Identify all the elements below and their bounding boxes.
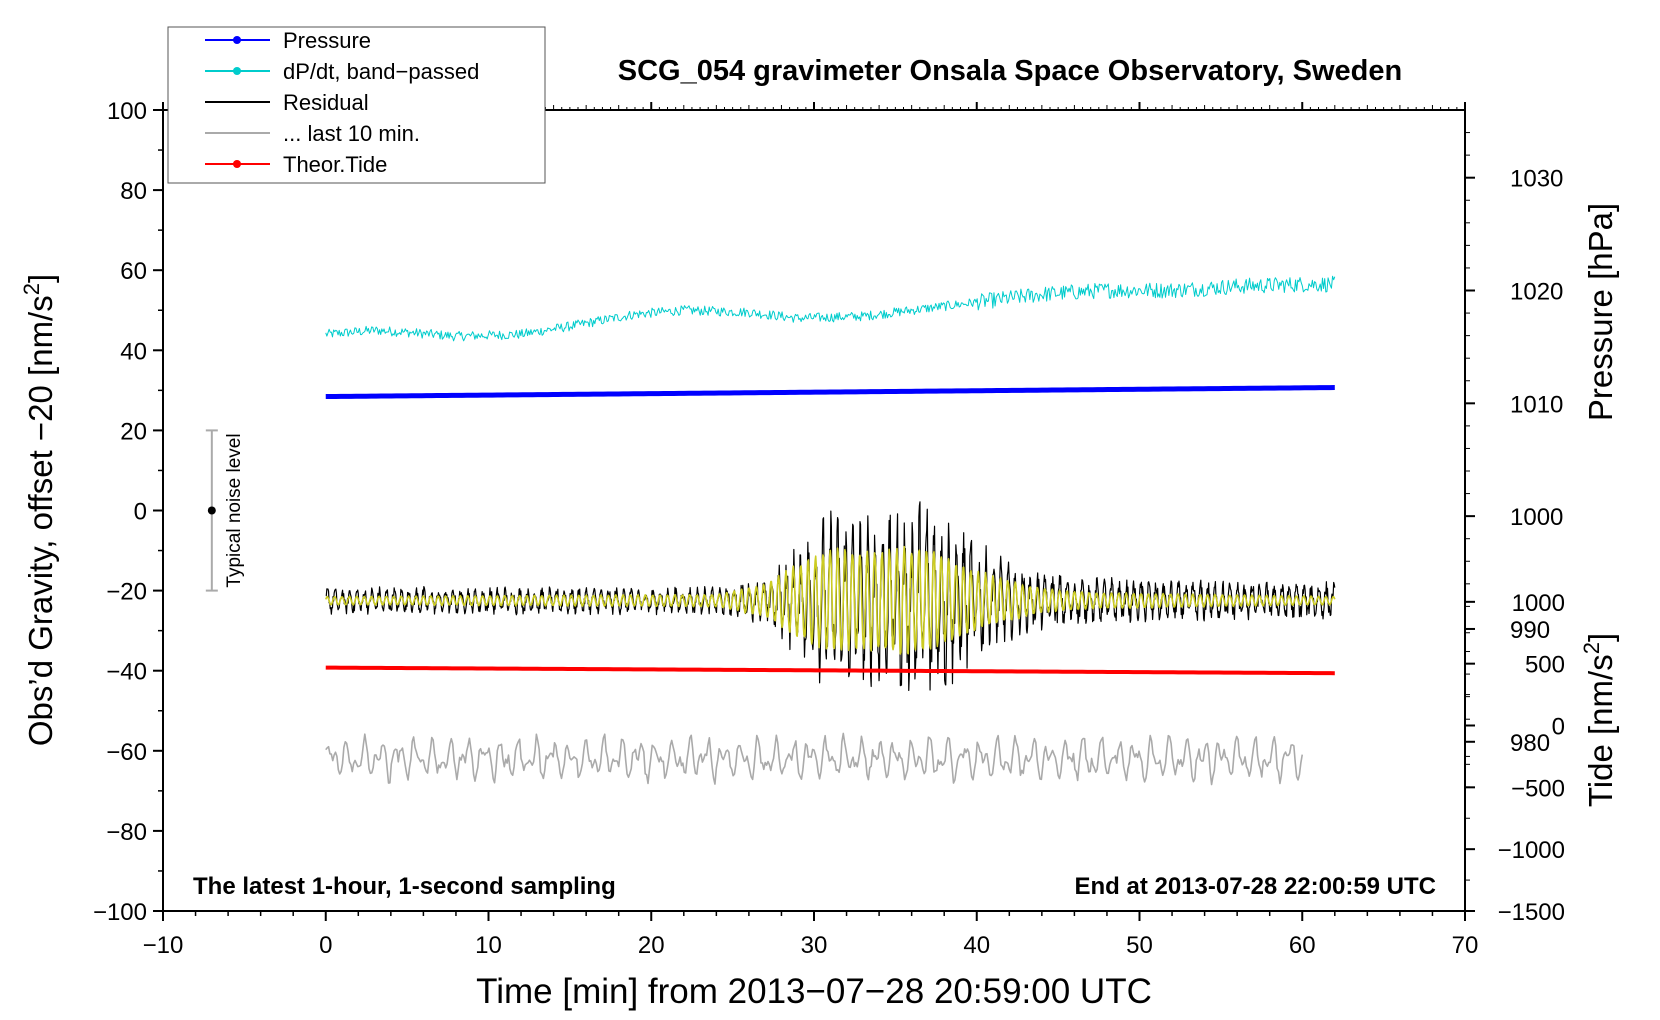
- y-tick-label-left: −60: [106, 739, 147, 766]
- x-tick-label: 0: [319, 932, 332, 959]
- series-dpdt-line: [325, 275, 1336, 342]
- legend-label: Residual: [283, 90, 369, 115]
- noise-level-label: Typical noise level: [224, 433, 245, 587]
- y-axis-label-tide: Tide [nm/s2]: [1579, 633, 1619, 807]
- y-tick-label-tide: 500: [1525, 652, 1565, 679]
- y-tick-label-left: −20: [106, 579, 147, 606]
- y-tick-label-pressure: 990: [1510, 617, 1550, 644]
- y-tick-label-pressure: 1030: [1510, 166, 1563, 193]
- chart-title: SCG_054 gravimeter Onsala Space Observat…: [618, 55, 1402, 87]
- legend-marker: [233, 160, 241, 168]
- y-tick-label-left: 0: [134, 499, 147, 526]
- x-tick-label: 20: [638, 932, 665, 959]
- legend-label: Theor.Tide: [283, 152, 387, 177]
- y-tick-label-tide: 0: [1552, 714, 1565, 741]
- y-tick-label-tide: 1000: [1512, 590, 1565, 617]
- y-tick-label-tide: −1000: [1498, 837, 1565, 864]
- y-tick-label-pressure: 1020: [1510, 279, 1563, 306]
- plot-frame: [162, 109, 1466, 912]
- y-tick-label-pressure: 1010: [1510, 391, 1563, 418]
- legend-label: ... last 10 min.: [283, 121, 420, 146]
- legend-box: [167, 26, 546, 184]
- legend-label: Pressure: [283, 28, 371, 53]
- x-tick-label: −10: [143, 932, 184, 959]
- y-tick-label-left: 20: [120, 418, 147, 445]
- series-residual-bandpassed-line: [325, 545, 1336, 655]
- x-tick-label: 30: [801, 932, 828, 959]
- x-tick-label: 60: [1289, 932, 1316, 959]
- series-last10min-line: [325, 732, 1304, 786]
- noise-level-center-dot: [207, 506, 216, 515]
- y-tick-label-left: −40: [106, 659, 147, 686]
- y-tick-label-left: −80: [106, 819, 147, 846]
- x-axis-label: Time [min] from 2013−07−28 20:59:00 UTC: [476, 972, 1152, 1011]
- plot-data-layer: [325, 275, 1336, 786]
- chart-subtitle-right: End at 2013-07-28 22:00:59 UTC: [1075, 873, 1437, 900]
- x-tick-label: 10: [475, 932, 502, 959]
- y-tick-label-left: 60: [120, 258, 147, 285]
- series-residual-line: [325, 501, 1336, 692]
- x-tick-label: 50: [1126, 932, 1153, 959]
- y-tick-label-pressure: 980: [1510, 730, 1550, 757]
- y-tick-label-left: 40: [120, 338, 147, 365]
- legend-marker: [233, 67, 241, 75]
- axes-layer: −10 0 10 20 30 40 50 60 70100806040200−20−40−60−…: [93, 98, 1565, 959]
- y-tick-label-tide: −1500: [1498, 899, 1565, 926]
- y-tick-label-pressure: 1000: [1510, 504, 1563, 531]
- legend-marker: [233, 36, 241, 44]
- chart-subtitle-left: The latest 1-hour, 1-second sampling: [193, 873, 616, 900]
- y-tick-label-left: −100: [93, 899, 147, 926]
- y-axis-label-pressure: Pressure [hPa]: [1582, 203, 1619, 421]
- noise-level-indicator: Typical noise level: [205, 429, 245, 592]
- x-tick-label: 40: [963, 932, 990, 959]
- x-tick-label: 70: [1452, 932, 1479, 959]
- legend-label: dP/dt, band−passed: [283, 59, 479, 84]
- series-tide-line: [325, 665, 1335, 676]
- series-pressure-line: [325, 385, 1335, 400]
- y-tick-label-left: 100: [107, 98, 147, 125]
- legend: Pressure dP/dt, band−passed Residual ... la…: [167, 26, 546, 184]
- y-tick-label-tide: −500: [1511, 775, 1565, 802]
- y-tick-label-left: 80: [120, 178, 147, 205]
- y-axis-label-left: Obs’d Gravity, offset −20 [nm/s2]: [19, 274, 59, 746]
